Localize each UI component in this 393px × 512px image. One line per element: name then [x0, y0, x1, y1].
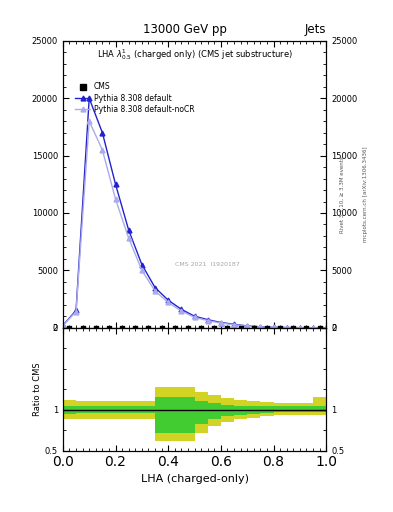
Text: Jets: Jets: [305, 23, 326, 36]
Pythia 8.308 default-noCR: [285, 325, 289, 331]
CMS: [237, 324, 244, 332]
Pythia 8.308 default: [219, 319, 223, 326]
Pythia 8.308 default-noCR: [219, 320, 223, 326]
Pythia 8.308 default-noCR: [310, 325, 315, 331]
CMS: [185, 324, 191, 332]
CMS: [290, 324, 296, 332]
Pythia 8.308 default-noCR: [206, 317, 210, 324]
CMS: [211, 324, 217, 332]
CMS: [93, 324, 99, 332]
Text: 13000 GeV pp: 13000 GeV pp: [143, 23, 227, 36]
CMS: [145, 324, 152, 332]
Text: CMS 2021  I1920187: CMS 2021 I1920187: [175, 262, 240, 267]
Pythia 8.308 default-noCR: [113, 196, 118, 202]
Pythia 8.308 default-noCR: [166, 300, 171, 306]
Pythia 8.308 default: [100, 130, 105, 136]
Pythia 8.308 default: [245, 323, 250, 329]
Pythia 8.308 default: [285, 325, 289, 331]
Pythia 8.308 default-noCR: [127, 235, 131, 241]
CMS: [264, 324, 270, 332]
Line: Pythia 8.308 default: Pythia 8.308 default: [61, 96, 329, 330]
CMS: [251, 324, 257, 332]
Pythia 8.308 default: [232, 321, 237, 327]
Pythia 8.308 default: [324, 325, 329, 331]
Legend: CMS, Pythia 8.308 default, Pythia 8.308 default-noCR: CMS, Pythia 8.308 default, Pythia 8.308 …: [72, 79, 198, 117]
Pythia 8.308 default-noCR: [298, 325, 302, 331]
Pythia 8.308 default-noCR: [100, 147, 105, 153]
CMS: [224, 324, 231, 332]
CMS: [79, 324, 86, 332]
CMS: [132, 324, 138, 332]
CMS: [198, 324, 204, 332]
Pythia 8.308 default: [310, 325, 315, 331]
X-axis label: LHA (charged-only): LHA (charged-only): [141, 474, 248, 484]
CMS: [158, 324, 165, 332]
Pythia 8.308 default: [271, 324, 276, 330]
Pythia 8.308 default-noCR: [232, 322, 237, 328]
Text: Rivet 3.1.10, ≥ 3.3M events: Rivet 3.1.10, ≥ 3.3M events: [340, 156, 344, 233]
Pythia 8.308 default-noCR: [140, 267, 144, 273]
Pythia 8.308 default-noCR: [152, 288, 157, 294]
Pythia 8.308 default: [87, 95, 92, 101]
Text: mcplots.cern.ch [arXiv:1306.3436]: mcplots.cern.ch [arXiv:1306.3436]: [363, 147, 368, 242]
Pythia 8.308 default-noCR: [258, 324, 263, 330]
CMS: [119, 324, 125, 332]
Pythia 8.308 default: [113, 181, 118, 187]
Pythia 8.308 default: [298, 325, 302, 331]
Pythia 8.308 default-noCR: [192, 314, 197, 321]
CMS: [106, 324, 112, 332]
Pythia 8.308 default-noCR: [87, 118, 92, 124]
CMS: [316, 324, 323, 332]
Pythia 8.308 default: [74, 307, 79, 313]
Pythia 8.308 default-noCR: [324, 325, 329, 331]
Pythia 8.308 default: [61, 323, 65, 329]
Pythia 8.308 default: [140, 262, 144, 268]
Pythia 8.308 default: [206, 316, 210, 323]
Pythia 8.308 default: [192, 313, 197, 319]
Pythia 8.308 default-noCR: [245, 323, 250, 329]
Pythia 8.308 default: [179, 306, 184, 312]
Pythia 8.308 default: [258, 324, 263, 330]
Pythia 8.308 default-noCR: [74, 309, 79, 315]
Pythia 8.308 default: [127, 227, 131, 233]
Pythia 8.308 default: [152, 285, 157, 291]
Pythia 8.308 default-noCR: [179, 308, 184, 314]
Pythia 8.308 default-noCR: [61, 323, 65, 329]
Y-axis label: Ratio to CMS: Ratio to CMS: [33, 362, 42, 416]
CMS: [172, 324, 178, 332]
Line: Pythia 8.308 default-noCR: Pythia 8.308 default-noCR: [61, 119, 329, 330]
Pythia 8.308 default: [166, 297, 171, 303]
CMS: [277, 324, 283, 332]
Pythia 8.308 default-noCR: [271, 324, 276, 330]
CMS: [303, 324, 310, 332]
Text: LHA $\lambda^{1}_{0.5}$ (charged only) (CMS jet substructure): LHA $\lambda^{1}_{0.5}$ (charged only) (…: [97, 47, 292, 61]
CMS: [66, 324, 73, 332]
